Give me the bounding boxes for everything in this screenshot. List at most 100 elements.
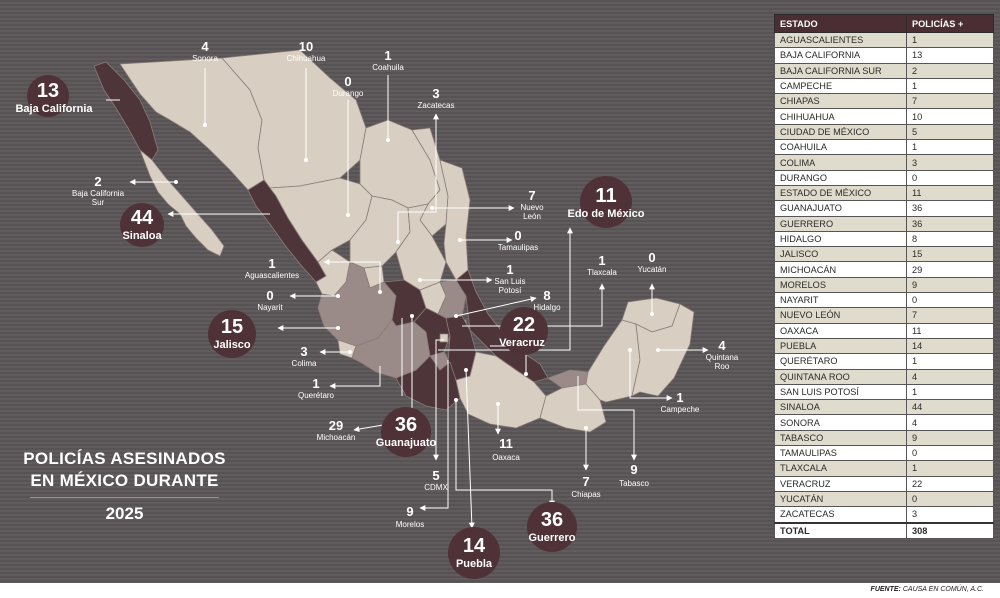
label-name: Morelos (396, 520, 424, 529)
label-value: 1 (676, 390, 683, 405)
leader-tabasco (577, 376, 637, 461)
label-slp: 1 San Luis Potosí (494, 262, 525, 295)
label-value: 7 (582, 474, 589, 489)
cell-policias: 0 (906, 169, 994, 186)
label-value: 4 (718, 338, 726, 353)
cell-estado: CIUDAD DE MÉXICO (774, 123, 907, 141)
cell-estado: SINALOA (774, 399, 907, 416)
label-name: Hidalgo (533, 303, 561, 312)
label-tlaxcala: 1 Tlaxcala (587, 253, 617, 277)
bubble-label: Guanajuato (376, 437, 437, 449)
table-row: COAHUILA 1 (774, 139, 994, 156)
dot-nayarit (336, 294, 340, 298)
table-row: CIUDAD DE MÉXICO 5 (774, 123, 994, 141)
label-name: CDMX (424, 483, 448, 492)
mexico-map: 13 Baja California 44 Sinaloa 15 Jalisco… (15, 39, 739, 579)
table-row: CAMPECHE 1 (774, 77, 994, 95)
label-name: Aguascalientes (245, 271, 299, 280)
label-name: Chihuahua (287, 54, 326, 63)
label-value: 0 (514, 228, 521, 243)
label-value: 2 (94, 174, 101, 189)
cell-policias: 4 (906, 368, 994, 385)
bubble-sinaloa: 44 Sinaloa (120, 203, 164, 247)
table-row: SONORA 4 (774, 414, 994, 431)
cell-estado: MORELOS (774, 276, 907, 294)
table-row: SAN LUIS POTOSÍ 1 (774, 383, 994, 401)
label-chihuahua: 10 Chihuahua (287, 39, 326, 63)
cell-policias: 10 (906, 108, 994, 125)
dot-hidalgo (454, 314, 458, 318)
dot-colima (348, 350, 352, 354)
dot-sonora (203, 123, 207, 127)
cell-estado: HIDALGO (774, 230, 907, 248)
label-nayarit: 0 Nayarit (257, 288, 283, 312)
table-row: CHIHUAHUA 10 (774, 108, 994, 125)
dot-durango (346, 213, 350, 217)
label-value: 1 (268, 256, 275, 271)
column-header-estado: ESTADO (774, 14, 907, 33)
cell-policias: 2 (906, 62, 994, 79)
label-name-line2: Potosí (499, 286, 522, 295)
label-hidalgo: 8 Hidalgo (533, 288, 561, 312)
cell-estado: TABASCO (774, 429, 907, 447)
table-header-row: ESTADO POLICÍAS + (774, 14, 994, 33)
label-bcs: 2 Baja California Sur (72, 174, 125, 207)
leader-hidalgo (455, 296, 537, 317)
label-queretaro: 1 Querétaro (298, 376, 335, 400)
dot-tamaulipas (458, 238, 462, 242)
cell-policias: 3 (906, 506, 994, 523)
bubble-baja-california: 13 Baja California (15, 75, 93, 117)
label-name: Quintana (706, 353, 739, 362)
cell-estado: MICHOACÁN (774, 261, 907, 278)
dot-nuevo-leon (430, 206, 434, 210)
label-value: 4 (201, 39, 209, 54)
bubble-guerrero: 36 Guerrero (527, 502, 577, 552)
cell-policias: 0 (906, 292, 994, 309)
table-row: AGUASCALIENTES 1 (774, 31, 994, 49)
cell-policias: 11 (906, 322, 994, 339)
label-durango: 0 Durango (333, 74, 364, 98)
bubble-guanajuato: 36 Guanajuato (376, 407, 437, 457)
cell-estado: NAYARIT (774, 292, 907, 309)
leader-morelos (419, 360, 449, 511)
dot-guerrero (454, 398, 458, 402)
cell-estado: PUEBLA (774, 337, 907, 355)
table-row: ESTADO DE MÉXICO 11 (774, 184, 994, 202)
cell-estado: ZACATECAS (774, 506, 907, 523)
cell-estado: BAJA CALIFORNIA (774, 47, 907, 64)
label-nuevo-leon: 7 Nuevo León (520, 188, 544, 221)
cell-policias: 15 (906, 246, 994, 263)
label-tabasco: 9 Tabasco (619, 462, 649, 488)
bubble-value: 36 (395, 414, 417, 436)
table-row: YUCATÁN 0 (774, 490, 994, 508)
cell-policias: 14 (906, 337, 994, 355)
bubble-value: 15 (221, 316, 243, 338)
cell-policias: 9 (906, 276, 994, 294)
cell-estado: DURANGO (774, 169, 907, 186)
label-name: Nayarit (257, 303, 283, 312)
dot-chihuahua (304, 158, 308, 162)
cell-policias: 1 (906, 77, 994, 95)
title-divider (30, 497, 219, 498)
label-name: Tamaulipas (498, 243, 538, 252)
label-name: Tabasco (619, 479, 649, 488)
label-value: 11 (499, 436, 513, 451)
leader-dots (174, 123, 660, 430)
cell-estado: GUANAJUATO (774, 200, 907, 217)
label-value: 3 (432, 86, 439, 101)
cell-estado: BAJA CALIFORNIA SUR (774, 62, 907, 79)
table-row: BAJA CALIFORNIA 13 (774, 47, 994, 64)
table-row: OAXACA 11 (774, 322, 994, 339)
cell-estado: AGUASCALIENTES (774, 31, 907, 49)
label-name: Chiapas (571, 490, 600, 499)
table-row: VERACRUZ 22 (774, 475, 994, 492)
cell-total-value: 308 (906, 521, 994, 539)
bubble-value: 13 (37, 80, 59, 102)
label-value: 3 (300, 344, 307, 359)
label-value: 1 (312, 376, 319, 391)
table-row: BAJA CALIFORNIA SUR 2 (774, 62, 994, 79)
dot-bcs (174, 180, 178, 184)
label-name: Colima (292, 359, 317, 368)
bubble-label: Jalisco (213, 339, 251, 351)
cell-policias: 0 (906, 445, 994, 462)
